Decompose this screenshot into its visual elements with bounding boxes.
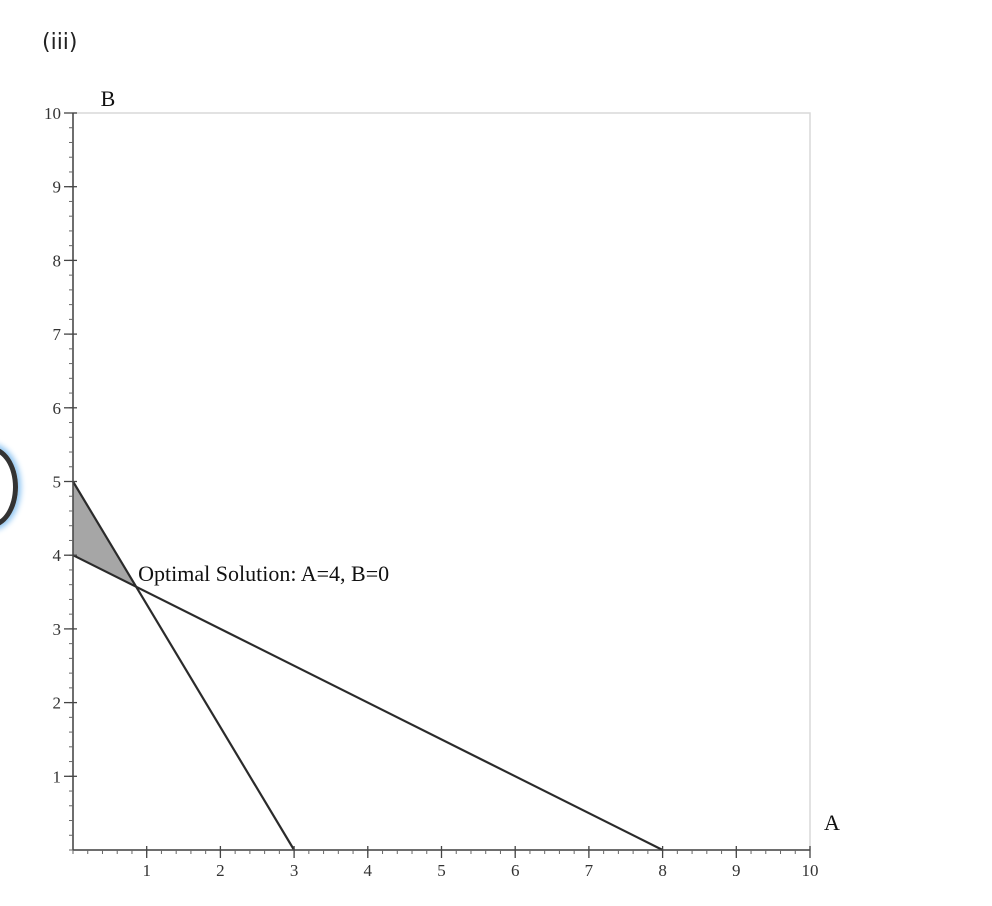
y-tick-label: 9	[53, 178, 62, 197]
x-tick-label: 10	[802, 861, 819, 880]
x-tick-label: 5	[437, 861, 446, 880]
y-tick-label: 1	[53, 767, 62, 786]
y-tick-label: 3	[53, 620, 62, 639]
x-axis-title: A	[824, 810, 840, 835]
x-tick-label: 6	[511, 861, 520, 880]
x-tick-label: 1	[142, 861, 151, 880]
x-tick-label: 4	[364, 861, 373, 880]
y-tick-label: 4	[53, 546, 62, 565]
y-tick-label: 10	[44, 104, 61, 123]
y-tick-label: 2	[53, 694, 62, 713]
x-tick-label: 9	[732, 861, 741, 880]
optimal-solution-annotation: Optimal Solution: A=4, B=0	[138, 561, 389, 586]
x-tick-label: 3	[290, 861, 299, 880]
y-axis-title: B	[101, 86, 116, 111]
x-tick-label: 8	[658, 861, 667, 880]
y-tick-label: 5	[53, 473, 62, 492]
constraint-line-2	[72, 554, 664, 851]
y-tick-label: 7	[53, 325, 62, 344]
y-tick-label: 6	[53, 399, 62, 418]
constraint-line-1	[72, 480, 296, 851]
y-tick-label: 8	[53, 251, 62, 270]
part-label: (iii)	[42, 30, 78, 55]
x-tick-label: 7	[585, 861, 594, 880]
x-tick-label: 2	[216, 861, 225, 880]
